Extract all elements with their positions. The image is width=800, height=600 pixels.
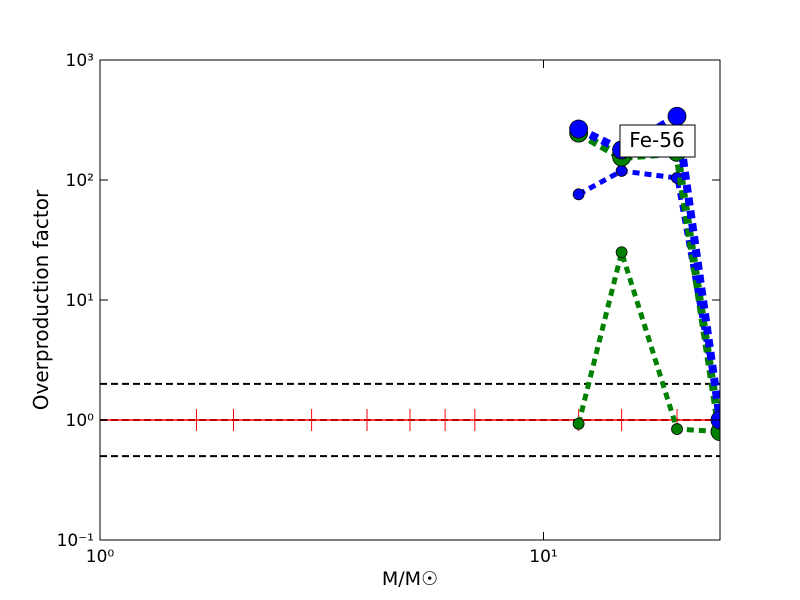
- y-tick-label: 10²: [66, 171, 94, 191]
- series-line: [577, 168, 720, 421]
- series-line: [576, 243, 720, 435]
- series-marker: [667, 106, 687, 126]
- y-tick-label: 10¹: [66, 291, 94, 311]
- y-tick-label: 10⁰: [66, 411, 95, 431]
- x-tick-label: 10⁰: [86, 547, 115, 567]
- series-marker: [671, 423, 683, 435]
- series-marker: [615, 246, 628, 259]
- annotation: Fe-56: [629, 128, 684, 152]
- annotation-group: Fe-56: [619, 124, 696, 158]
- annotation-box: [619, 124, 696, 158]
- series-marker: [572, 417, 585, 430]
- x-tick-label: 10¹: [529, 547, 557, 567]
- y-axis-label: Overproduction factor: [29, 189, 53, 410]
- y-tick-label: 10³: [66, 51, 94, 71]
- x-axis-label: M/M☉: [382, 568, 438, 590]
- series-marker: [615, 165, 628, 177]
- y-tick-label: 10⁻¹: [57, 531, 94, 551]
- series-marker: [569, 119, 589, 139]
- series-marker: [572, 188, 585, 201]
